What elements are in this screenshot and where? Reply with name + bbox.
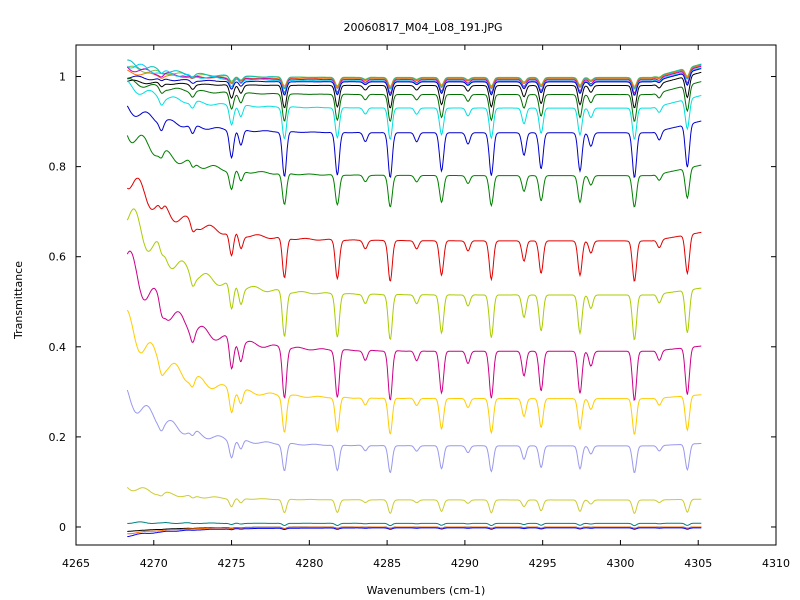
x-tick-label: 4280: [295, 557, 323, 570]
series-line: [126, 250, 702, 402]
series-line: [126, 487, 702, 514]
series-line: [127, 521, 702, 527]
series-line: [126, 65, 702, 94]
series-line: [126, 63, 702, 95]
series-line: [126, 105, 702, 179]
x-tick-label: 4290: [451, 557, 479, 570]
x-tick-label: 4300: [606, 557, 634, 570]
series-line: [127, 59, 702, 90]
y-tick-label: 1: [59, 71, 66, 84]
y-tick-label: 0: [59, 521, 66, 534]
y-axis: 0 0.2 0.4 0.6 0.8 1: [49, 71, 776, 534]
x-tick-label: 4305: [684, 557, 712, 570]
x-tick-label: 4285: [373, 557, 401, 570]
plot-area: [75, 44, 777, 546]
series-line: [126, 309, 702, 435]
x-axis: 4265 4270 4275 4280 4285 4290 4295 4300 4305 4310: [62, 45, 790, 570]
x-tick-label: 4265: [62, 557, 90, 570]
x-tick-label: 4295: [529, 557, 557, 570]
series-line: [126, 208, 702, 341]
y-tick-label: 0.4: [49, 341, 67, 354]
series-line: [127, 78, 702, 122]
y-tick-label: 0.2: [49, 431, 67, 444]
series-line: [126, 80, 702, 140]
x-tick-label: 4275: [218, 557, 246, 570]
series-line: [127, 527, 702, 538]
series-line: [127, 68, 702, 96]
y-axis-label: Transmittance: [12, 261, 25, 340]
y-tick-label: 0.8: [49, 161, 67, 174]
series-line: [126, 134, 702, 208]
series-line: [127, 177, 702, 282]
y-tick-label: 0.6: [49, 251, 67, 264]
series-line: [126, 389, 702, 474]
x-tick-label: 4270: [140, 557, 168, 570]
series-group: [126, 59, 702, 538]
chart-title: 20060817_M04_L08_191.JPG: [344, 21, 503, 34]
series-line: [127, 71, 702, 109]
x-tick-label: 4310: [762, 557, 790, 570]
x-axis-label: Wavenumbers (cm-1): [367, 584, 486, 597]
series-line: [127, 526, 702, 535]
